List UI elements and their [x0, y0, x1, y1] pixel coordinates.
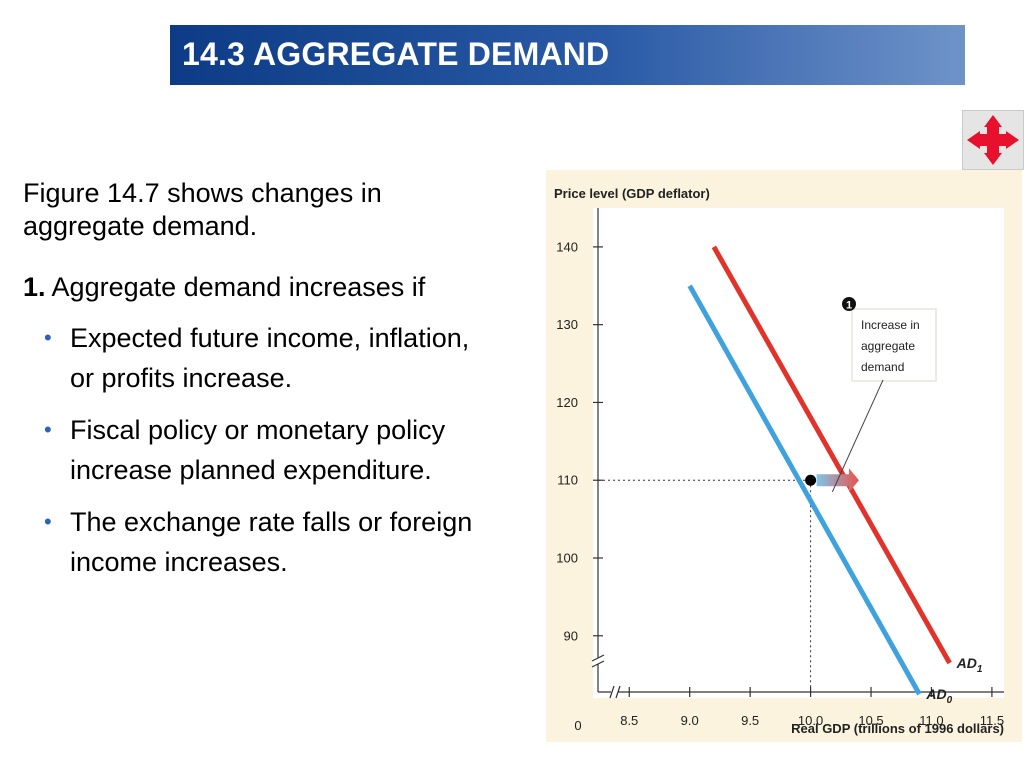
slide-title: 14.3 AGGREGATE DEMAND — [182, 36, 610, 72]
series-label-ad0: AD0 — [925, 686, 952, 706]
bullet-item: • The exchange rate falls or foreign inc… — [44, 502, 490, 582]
bullet-dot-icon: • — [44, 509, 52, 534]
plot-area — [593, 208, 1004, 698]
x-tick-label: 9.5 — [741, 713, 759, 728]
annotation-text: aggregate — [861, 339, 915, 353]
nav-button[interactable] — [962, 110, 1024, 170]
x-axis-break-mark — [609, 685, 615, 699]
bullet-text: Expected future income, inflation, or pr… — [70, 323, 470, 393]
x-tick-label: 10.5 — [858, 713, 883, 728]
bullet-text: The exchange rate falls or foreign incom… — [70, 507, 473, 577]
x-axis-break-mark — [615, 685, 621, 699]
bullet-dot-icon: • — [44, 325, 52, 350]
x-tick-label: 10.0 — [798, 713, 823, 728]
x-axis-title: Real GDP (trillions of 1996 dollars) — [791, 721, 1004, 736]
series-label-ad1: AD1 — [956, 655, 983, 675]
y-tick-label: 110 — [557, 473, 578, 488]
point-text: Aggregate demand increases if — [51, 272, 426, 302]
y-tick-label: 90 — [564, 628, 578, 643]
y-tick-label: 100 — [556, 551, 578, 566]
x-tick-label: 11.5 — [980, 713, 1004, 728]
annotation-marker-number: 1 — [846, 300, 852, 312]
series-line-ad1 — [711, 245, 952, 665]
bullet-item: • Fiscal policy or monetary policy incre… — [44, 410, 450, 490]
bullet-dot-icon: • — [44, 417, 52, 442]
x-tick-label: 9.0 — [681, 713, 699, 728]
annotation-box — [853, 310, 935, 380]
bullet-text: Fiscal policy or monetary policy increas… — [70, 415, 446, 485]
y-axis-break-mark — [591, 654, 605, 662]
title-bar: 14.3 AGGREGATE DEMAND — [170, 25, 965, 85]
point-heading: 1. Aggregate demand increases if — [23, 271, 543, 304]
bullet-item: • Expected future income, inflation, or … — [44, 318, 490, 398]
chart-panel: Price level (GDP deflator) Real GDP (tri… — [546, 170, 1022, 742]
four-way-arrow-icon — [967, 115, 1019, 165]
annotation-leader-line — [831, 379, 884, 493]
annotation-marker — [842, 297, 856, 311]
intro-text: Figure 14.7 shows changes in aggregate d… — [23, 178, 382, 241]
y-axis-break-mark — [591, 660, 605, 668]
highlight-point — [805, 474, 817, 486]
y-tick-label: 140 — [556, 239, 578, 254]
annotation-text: demand — [861, 360, 904, 374]
point-number: 1. — [23, 272, 46, 302]
x-axis-break-gap — [611, 686, 618, 698]
x-origin-label: 0 — [574, 718, 581, 733]
y-axis-break-gap — [592, 658, 604, 664]
x-tick-label: 8.5 — [620, 713, 638, 728]
slide-text: Figure 14.7 shows changes in aggregate d… — [23, 177, 543, 594]
bullet-list: • Expected future income, inflation, or … — [23, 318, 543, 582]
annotation-text: Increase in — [861, 318, 920, 332]
aggregate-demand-chart: Price level (GDP deflator) Real GDP (tri… — [554, 186, 1004, 736]
x-tick-label: 11.0 — [919, 713, 943, 728]
y-tick-label: 130 — [556, 317, 578, 332]
series-line-ad0 — [687, 284, 922, 696]
y-axis-title: Price level (GDP deflator) — [554, 186, 710, 201]
y-tick-label: 120 — [556, 395, 578, 410]
